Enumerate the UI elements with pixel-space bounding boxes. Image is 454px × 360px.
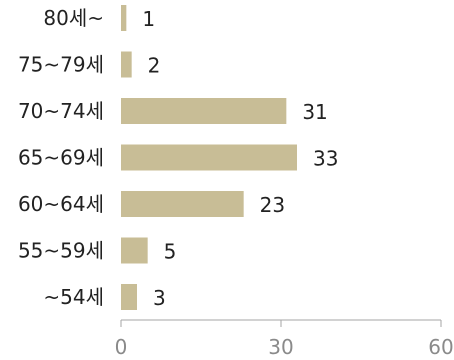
bar — [121, 144, 297, 171]
category-label: 60~64세 — [18, 192, 104, 216]
category-label: 75~79세 — [18, 53, 104, 77]
category-label: 65~69세 — [18, 146, 104, 170]
category-label: 55~59세 — [18, 239, 104, 263]
category-labels: 80세~ 75~79세 70~74세 65~69세 60~64세 55~59세 ~54세 — [18, 6, 104, 309]
data-labels: 1 2 31 33 23 5 3 — [142, 7, 338, 310]
data-label: 1 — [142, 7, 155, 31]
bar — [121, 284, 137, 310]
bar — [121, 237, 148, 264]
category-label: 70~74세 — [18, 99, 104, 123]
data-label: 33 — [313, 147, 338, 171]
x-tick-label: 60 — [428, 335, 453, 359]
bar — [121, 98, 287, 124]
category-label: 80세~ — [43, 6, 104, 30]
bars — [121, 5, 297, 310]
data-label: 23 — [260, 193, 285, 217]
data-label: 31 — [302, 100, 327, 124]
category-label: ~54세 — [43, 285, 104, 309]
bar — [121, 51, 132, 78]
x-ticks: 0 30 60 — [115, 320, 454, 359]
data-label: 2 — [148, 54, 161, 78]
data-label: 3 — [153, 286, 166, 310]
x-axis: 0 30 60 — [115, 319, 454, 359]
x-tick-label: 0 — [115, 335, 128, 359]
x-tick-label: 30 — [268, 335, 293, 359]
data-label: 5 — [164, 240, 177, 264]
bar — [121, 5, 127, 31]
bar — [121, 191, 244, 217]
